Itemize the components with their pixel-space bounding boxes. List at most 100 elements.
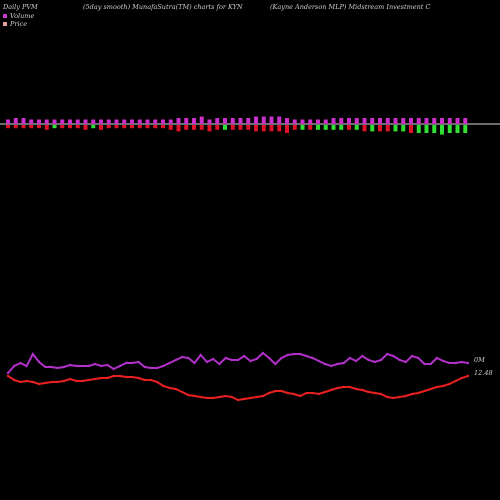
volume-bar-down — [362, 125, 367, 132]
volume-line — [7, 351, 469, 374]
price-line-point — [187, 393, 190, 397]
volume-line-point — [6, 371, 10, 375]
volume-line-point — [218, 362, 221, 366]
volume-line-point — [193, 361, 196, 365]
volume-line-point — [31, 352, 35, 356]
price-line-point — [274, 389, 277, 393]
volume-bar-down — [409, 125, 413, 133]
price-line-point — [31, 380, 35, 384]
legend-volume-label: Volume — [10, 12, 35, 20]
price-line-point — [230, 395, 233, 399]
volume-line-point — [100, 364, 103, 368]
volume-line-point — [106, 363, 109, 367]
volume-bar-up — [246, 118, 251, 124]
volume-line-point — [156, 366, 159, 370]
price-line-point — [37, 382, 41, 386]
volume-bar-up — [409, 118, 413, 124]
volume-line-point — [162, 364, 165, 368]
price-line-point — [137, 376, 140, 380]
volume-bar-down — [122, 125, 127, 129]
price-line-point — [441, 384, 445, 388]
price-line-point — [367, 390, 370, 394]
price-line-point — [25, 379, 28, 383]
legend-price: Price — [3, 20, 27, 28]
volume-bar-down — [44, 125, 49, 130]
price-line-point — [261, 394, 265, 398]
volume-bar-up — [269, 116, 274, 124]
price-line-point — [292, 392, 296, 396]
volume-bar-up — [308, 119, 313, 124]
volume-line-point — [199, 353, 202, 357]
price-line-point — [199, 395, 202, 399]
price-line-point — [435, 385, 439, 389]
volume-bar-up — [21, 118, 26, 124]
volume-bar-down — [75, 125, 80, 129]
price-line-point — [19, 380, 22, 384]
volume-line-point — [249, 359, 252, 363]
volume-line-point — [255, 357, 258, 361]
volume-bar-up — [316, 119, 320, 124]
price-line-point — [174, 387, 177, 391]
volume-bar-down — [308, 125, 313, 130]
price-line-point — [156, 380, 159, 384]
volume-bar-up — [254, 116, 258, 124]
volume-line-point — [261, 351, 265, 355]
volume-line-point — [131, 361, 134, 365]
volume-bar-down — [254, 125, 258, 132]
price-line-point — [13, 378, 16, 382]
volume-bar-up — [285, 118, 289, 124]
volume-bar-down — [378, 125, 382, 132]
volume-line-point — [386, 352, 389, 356]
volume-line-point — [348, 356, 352, 360]
price-line-point — [305, 391, 308, 395]
volume-line-point — [423, 362, 426, 366]
price-line-point — [87, 378, 91, 382]
price-line-point — [330, 388, 333, 392]
volume-line-point — [336, 362, 339, 366]
volume-bar-up — [60, 119, 65, 124]
volume-line-point — [404, 360, 407, 364]
volume-bar-down — [184, 125, 189, 130]
volume-line-point — [367, 358, 370, 362]
volume-line-point — [454, 361, 457, 365]
volume-line-point — [392, 354, 395, 358]
volume-bar-down — [354, 125, 359, 130]
price-line-point — [379, 392, 383, 396]
volume-line-point — [180, 355, 184, 359]
price-line-point — [373, 391, 376, 395]
company-name: (Kayne Anderson MLP) Midstream Investmen… — [270, 3, 431, 11]
volume-bar-down — [339, 125, 344, 130]
volume-bar-down — [130, 125, 134, 129]
chart-subtitle: (5day smooth) MunafaSutra(TM) charts for… — [83, 3, 243, 11]
volume-bar-down — [432, 125, 437, 133]
price-line-point — [267, 391, 271, 395]
volume-bar-down — [13, 125, 18, 129]
price-line-point — [236, 398, 240, 402]
volume-bar-down — [223, 125, 227, 130]
volume-bar-down — [463, 125, 468, 133]
volume-bar-down — [347, 125, 351, 130]
volume-line-point — [19, 361, 22, 365]
volume-line-point — [56, 366, 59, 370]
volume-line-point — [342, 361, 345, 365]
volume-line-point — [354, 359, 358, 363]
price-line-point — [205, 396, 209, 400]
volume-line-point — [118, 364, 122, 368]
volume-bar-up — [223, 118, 227, 124]
volume-bar-down — [29, 125, 34, 129]
volume-bar-down — [269, 125, 274, 132]
volume-bar-down — [316, 125, 320, 130]
volume-bar-up — [447, 118, 452, 124]
price-line-point — [454, 379, 457, 383]
volume-line-point — [168, 361, 171, 365]
volume-bar-down — [99, 125, 103, 130]
volume-bar-up — [83, 119, 88, 124]
volume-bar-down — [261, 125, 266, 132]
price-line-point — [392, 396, 395, 400]
price-line-point — [218, 395, 221, 399]
volume-bar-down — [60, 125, 65, 129]
price-line-point — [118, 374, 122, 378]
volume-bar-up — [145, 119, 150, 124]
